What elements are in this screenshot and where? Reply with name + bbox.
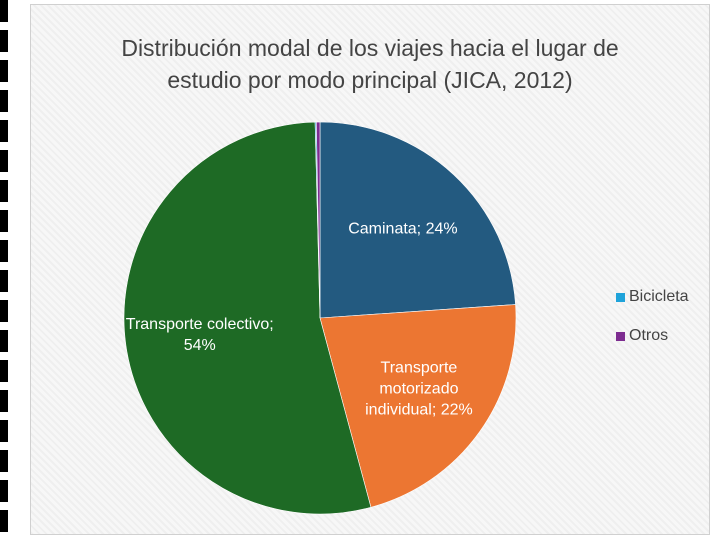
legend-label: Otros — [629, 327, 669, 344]
legend-swatch — [616, 331, 625, 341]
pie-slice — [316, 121, 321, 319]
pie-slice — [319, 121, 516, 319]
legend-swatch — [616, 292, 625, 302]
legend-entry: Otros — [616, 327, 668, 345]
legend-entry: Bicicleta — [616, 288, 689, 306]
data-label: Caminata; 24% — [348, 220, 458, 238]
chart-title: Distribución modal de los viajes hacia e… — [121, 35, 619, 93]
data-label: Transporte colectivo; 54% — [125, 316, 274, 355]
pie-slice — [319, 304, 517, 508]
data-label: Transporte motorizado individual; 22% — [365, 359, 473, 419]
pie-slice — [123, 121, 372, 515]
legend-label: Bicicleta — [629, 288, 689, 305]
edge-decoration — [0, 0, 8, 535]
